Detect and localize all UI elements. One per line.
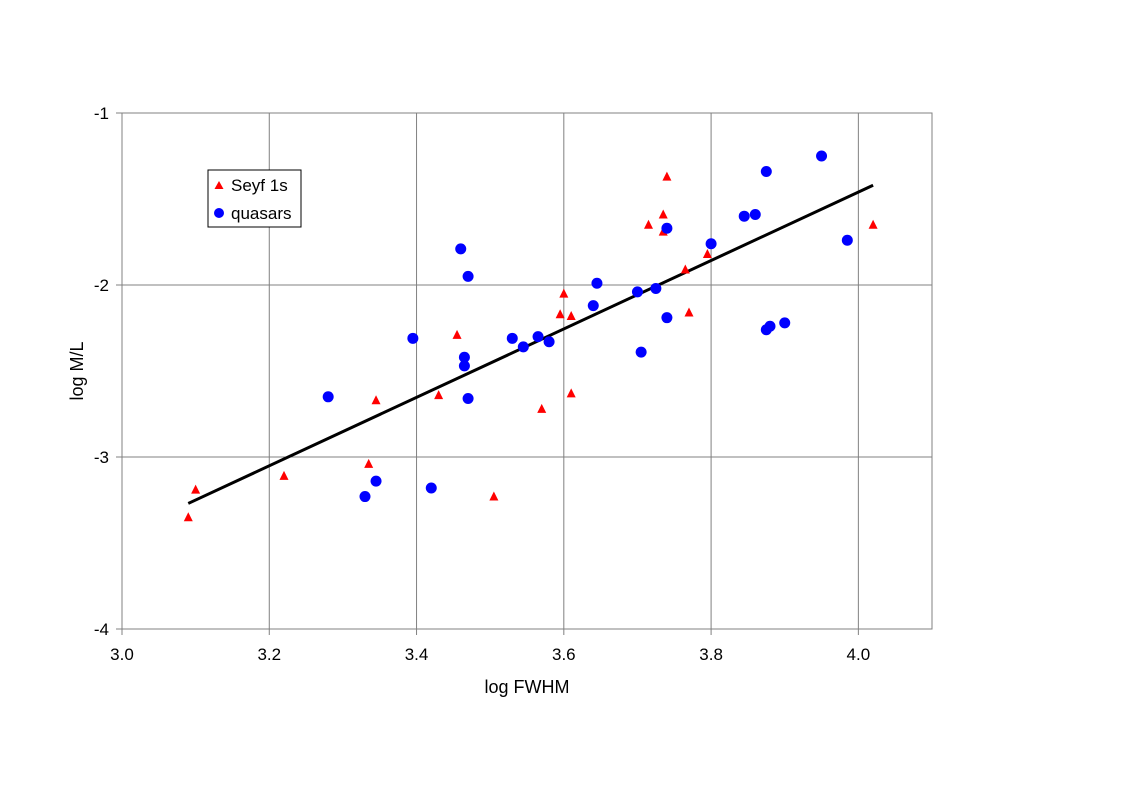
legend-box — [207, 169, 302, 228]
point-seyf-1s — [644, 219, 653, 229]
point-seyf-1s — [452, 329, 462, 339]
x-tick-label: 3.2 — [257, 645, 281, 664]
point-quasars — [506, 332, 518, 344]
point-quasars — [631, 286, 643, 298]
point-quasars — [591, 277, 603, 289]
point-quasars — [749, 208, 761, 220]
point-quasars — [816, 150, 828, 162]
point-quasars — [455, 243, 467, 255]
point-seyf-1s — [434, 390, 444, 400]
legend: Seyf 1s quasars — [207, 169, 302, 228]
point-seyf-1s — [658, 209, 668, 219]
point-quasars — [779, 317, 791, 329]
point-quasars — [661, 312, 673, 324]
point-quasars — [587, 300, 599, 312]
legend-circle-marker — [214, 208, 224, 218]
point-quasars — [760, 165, 772, 177]
point-seyf-1s — [364, 458, 374, 468]
point-seyf-1s — [183, 512, 193, 522]
x-axis-title: log FWHM — [485, 677, 570, 697]
point-seyf-1s — [566, 310, 576, 320]
point-quasars — [407, 332, 419, 344]
regression-fit-line — [187, 183, 874, 505]
point-seyf-1s — [680, 264, 690, 274]
point-quasars — [650, 282, 662, 294]
point-seyf-1s — [684, 307, 694, 317]
point-seyf-1s — [662, 171, 672, 181]
legend-label-quasars: quasars — [231, 204, 291, 223]
point-quasars — [543, 336, 555, 348]
legend-triangle-marker — [214, 181, 224, 189]
point-seyf-1s — [555, 309, 565, 319]
point-seyf-1s — [868, 219, 878, 229]
point-seyf-1s — [279, 470, 289, 480]
x-tick-label: 3.0 — [110, 645, 134, 664]
point-quasars — [841, 234, 853, 246]
x-tick-label: 4.0 — [847, 645, 871, 664]
point-seyf-1s — [702, 249, 712, 259]
y-tick-label: -4 — [94, 620, 109, 639]
point-quasars — [359, 491, 371, 503]
x-tick-label: 3.6 — [552, 645, 576, 664]
point-quasars — [462, 270, 474, 282]
data-points — [183, 150, 878, 522]
x-tick-label: 3.8 — [699, 645, 723, 664]
point-quasars — [462, 393, 474, 405]
y-tick-label: -3 — [94, 448, 109, 467]
y-axis-title: log M/L — [67, 341, 87, 400]
point-quasars — [635, 346, 647, 358]
point-seyf-1s — [191, 484, 201, 494]
axis-ticks: 3.0 3.2 3.4 3.6 3.8 4.0 -1 -2 -3 -4 — [94, 104, 870, 664]
point-quasars — [517, 341, 529, 353]
x-tick-label: 3.4 — [405, 645, 429, 664]
point-quasars — [764, 320, 776, 332]
point-quasars — [425, 482, 437, 494]
point-seyf-1s — [489, 491, 499, 501]
point-quasars — [370, 475, 382, 487]
point-quasars — [322, 391, 334, 403]
point-seyf-1s — [371, 395, 381, 405]
fit-line-group — [187, 183, 874, 505]
point-seyf-1s — [566, 388, 576, 398]
y-tick-label: -1 — [94, 104, 109, 123]
point-quasars — [661, 222, 673, 234]
point-quasars — [532, 331, 544, 343]
point-quasars — [738, 210, 750, 222]
legend-label-seyf: Seyf 1s — [231, 176, 288, 195]
point-seyf-1s — [537, 403, 547, 413]
point-quasars — [705, 238, 717, 250]
point-seyf-1s — [559, 288, 569, 298]
point-quasars — [458, 360, 470, 372]
y-tick-label: -2 — [94, 276, 109, 295]
point-quasars — [458, 351, 470, 363]
